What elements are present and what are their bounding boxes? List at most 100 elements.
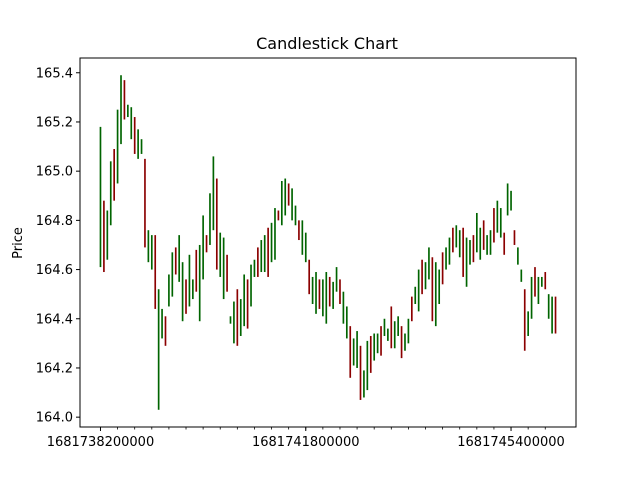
- candle: [311, 276, 314, 304]
- y-tick-label: 164.4: [36, 312, 73, 327]
- candle: [164, 316, 167, 346]
- candle: [137, 129, 139, 159]
- candle: [219, 232, 222, 277]
- y-tick-label: 164.2: [36, 361, 73, 376]
- candle: [181, 262, 184, 322]
- candle: [373, 333, 376, 361]
- y-tick-label: 165.2: [36, 115, 73, 130]
- candle: [150, 235, 153, 270]
- candle: [277, 210, 280, 221]
- candle: [469, 240, 471, 265]
- candle: [154, 235, 157, 309]
- candle: [424, 262, 427, 290]
- candle: [417, 269, 420, 312]
- candle: [274, 208, 276, 260]
- candle: [209, 193, 211, 245]
- candle: [517, 247, 519, 265]
- candle: [486, 235, 488, 255]
- candle: [363, 370, 365, 398]
- y-tick-label: 164.8: [36, 214, 73, 229]
- candle: [376, 333, 379, 354]
- candle: [404, 333, 406, 351]
- candle: [551, 296, 553, 334]
- candle: [222, 237, 225, 300]
- candle: [465, 237, 468, 287]
- candle: [284, 178, 287, 216]
- candle: [383, 318, 386, 336]
- candle: [496, 200, 499, 233]
- x-tick-label: 1681745400000: [457, 435, 565, 450]
- candle: [127, 104, 129, 118]
- candles-group: [99, 75, 557, 410]
- candle: [410, 296, 413, 322]
- candle: [192, 279, 194, 300]
- candle: [513, 230, 516, 245]
- candle: [168, 274, 170, 307]
- candle: [229, 316, 232, 324]
- candle: [434, 262, 437, 327]
- candle: [523, 289, 526, 351]
- candle: [352, 338, 355, 366]
- candle: [188, 254, 191, 307]
- candle: [520, 269, 523, 282]
- candle: [260, 240, 263, 273]
- candle: [263, 235, 266, 273]
- candle: [448, 237, 451, 265]
- candle: [445, 247, 447, 270]
- candle: [315, 272, 317, 314]
- candle: [233, 301, 235, 344]
- candle: [407, 318, 410, 344]
- candle: [387, 328, 389, 341]
- candle: [335, 267, 338, 292]
- candle: [212, 156, 215, 231]
- y-tick-label: 165.4: [36, 66, 73, 81]
- candle: [287, 183, 290, 206]
- candle: [489, 230, 492, 255]
- candle: [455, 225, 458, 248]
- candle: [133, 117, 136, 154]
- candle: [130, 107, 133, 140]
- x-tick-label: 1681738200000: [47, 435, 155, 450]
- candle: [462, 227, 464, 277]
- candle: [452, 227, 454, 253]
- candle: [308, 259, 311, 295]
- candle: [503, 232, 506, 255]
- candle: [205, 235, 208, 253]
- candle: [400, 326, 403, 359]
- candle: [246, 279, 249, 329]
- candle: [527, 311, 529, 336]
- candle: [178, 235, 181, 282]
- candle: [157, 289, 160, 410]
- y-tick-label: 164.0: [36, 411, 73, 426]
- candle: [318, 279, 321, 309]
- candle: [332, 281, 334, 309]
- candle: [116, 109, 119, 184]
- candle: [345, 306, 348, 339]
- candle: [103, 200, 105, 273]
- candle: [304, 232, 307, 263]
- candle: [499, 208, 502, 238]
- candle: [547, 294, 550, 319]
- candle: [421, 259, 423, 295]
- candle: [236, 289, 239, 346]
- candle: [239, 299, 242, 336]
- candle: [441, 252, 444, 285]
- candle: [322, 279, 324, 317]
- candle: [380, 326, 382, 356]
- candle: [393, 321, 396, 349]
- candle: [250, 264, 252, 307]
- y-axis-label: Price: [11, 227, 26, 259]
- candle: [369, 335, 372, 373]
- plot-frame: [79, 57, 577, 428]
- candle: [544, 272, 547, 290]
- y-tick-label: 165.0: [36, 165, 73, 180]
- candle: [356, 331, 358, 368]
- candle: [390, 306, 393, 349]
- candle: [270, 222, 273, 263]
- candle: [106, 210, 109, 260]
- candle: [359, 345, 362, 400]
- candle: [123, 80, 126, 120]
- candle: [534, 267, 536, 297]
- candle: [202, 215, 204, 280]
- candle: [198, 244, 201, 322]
